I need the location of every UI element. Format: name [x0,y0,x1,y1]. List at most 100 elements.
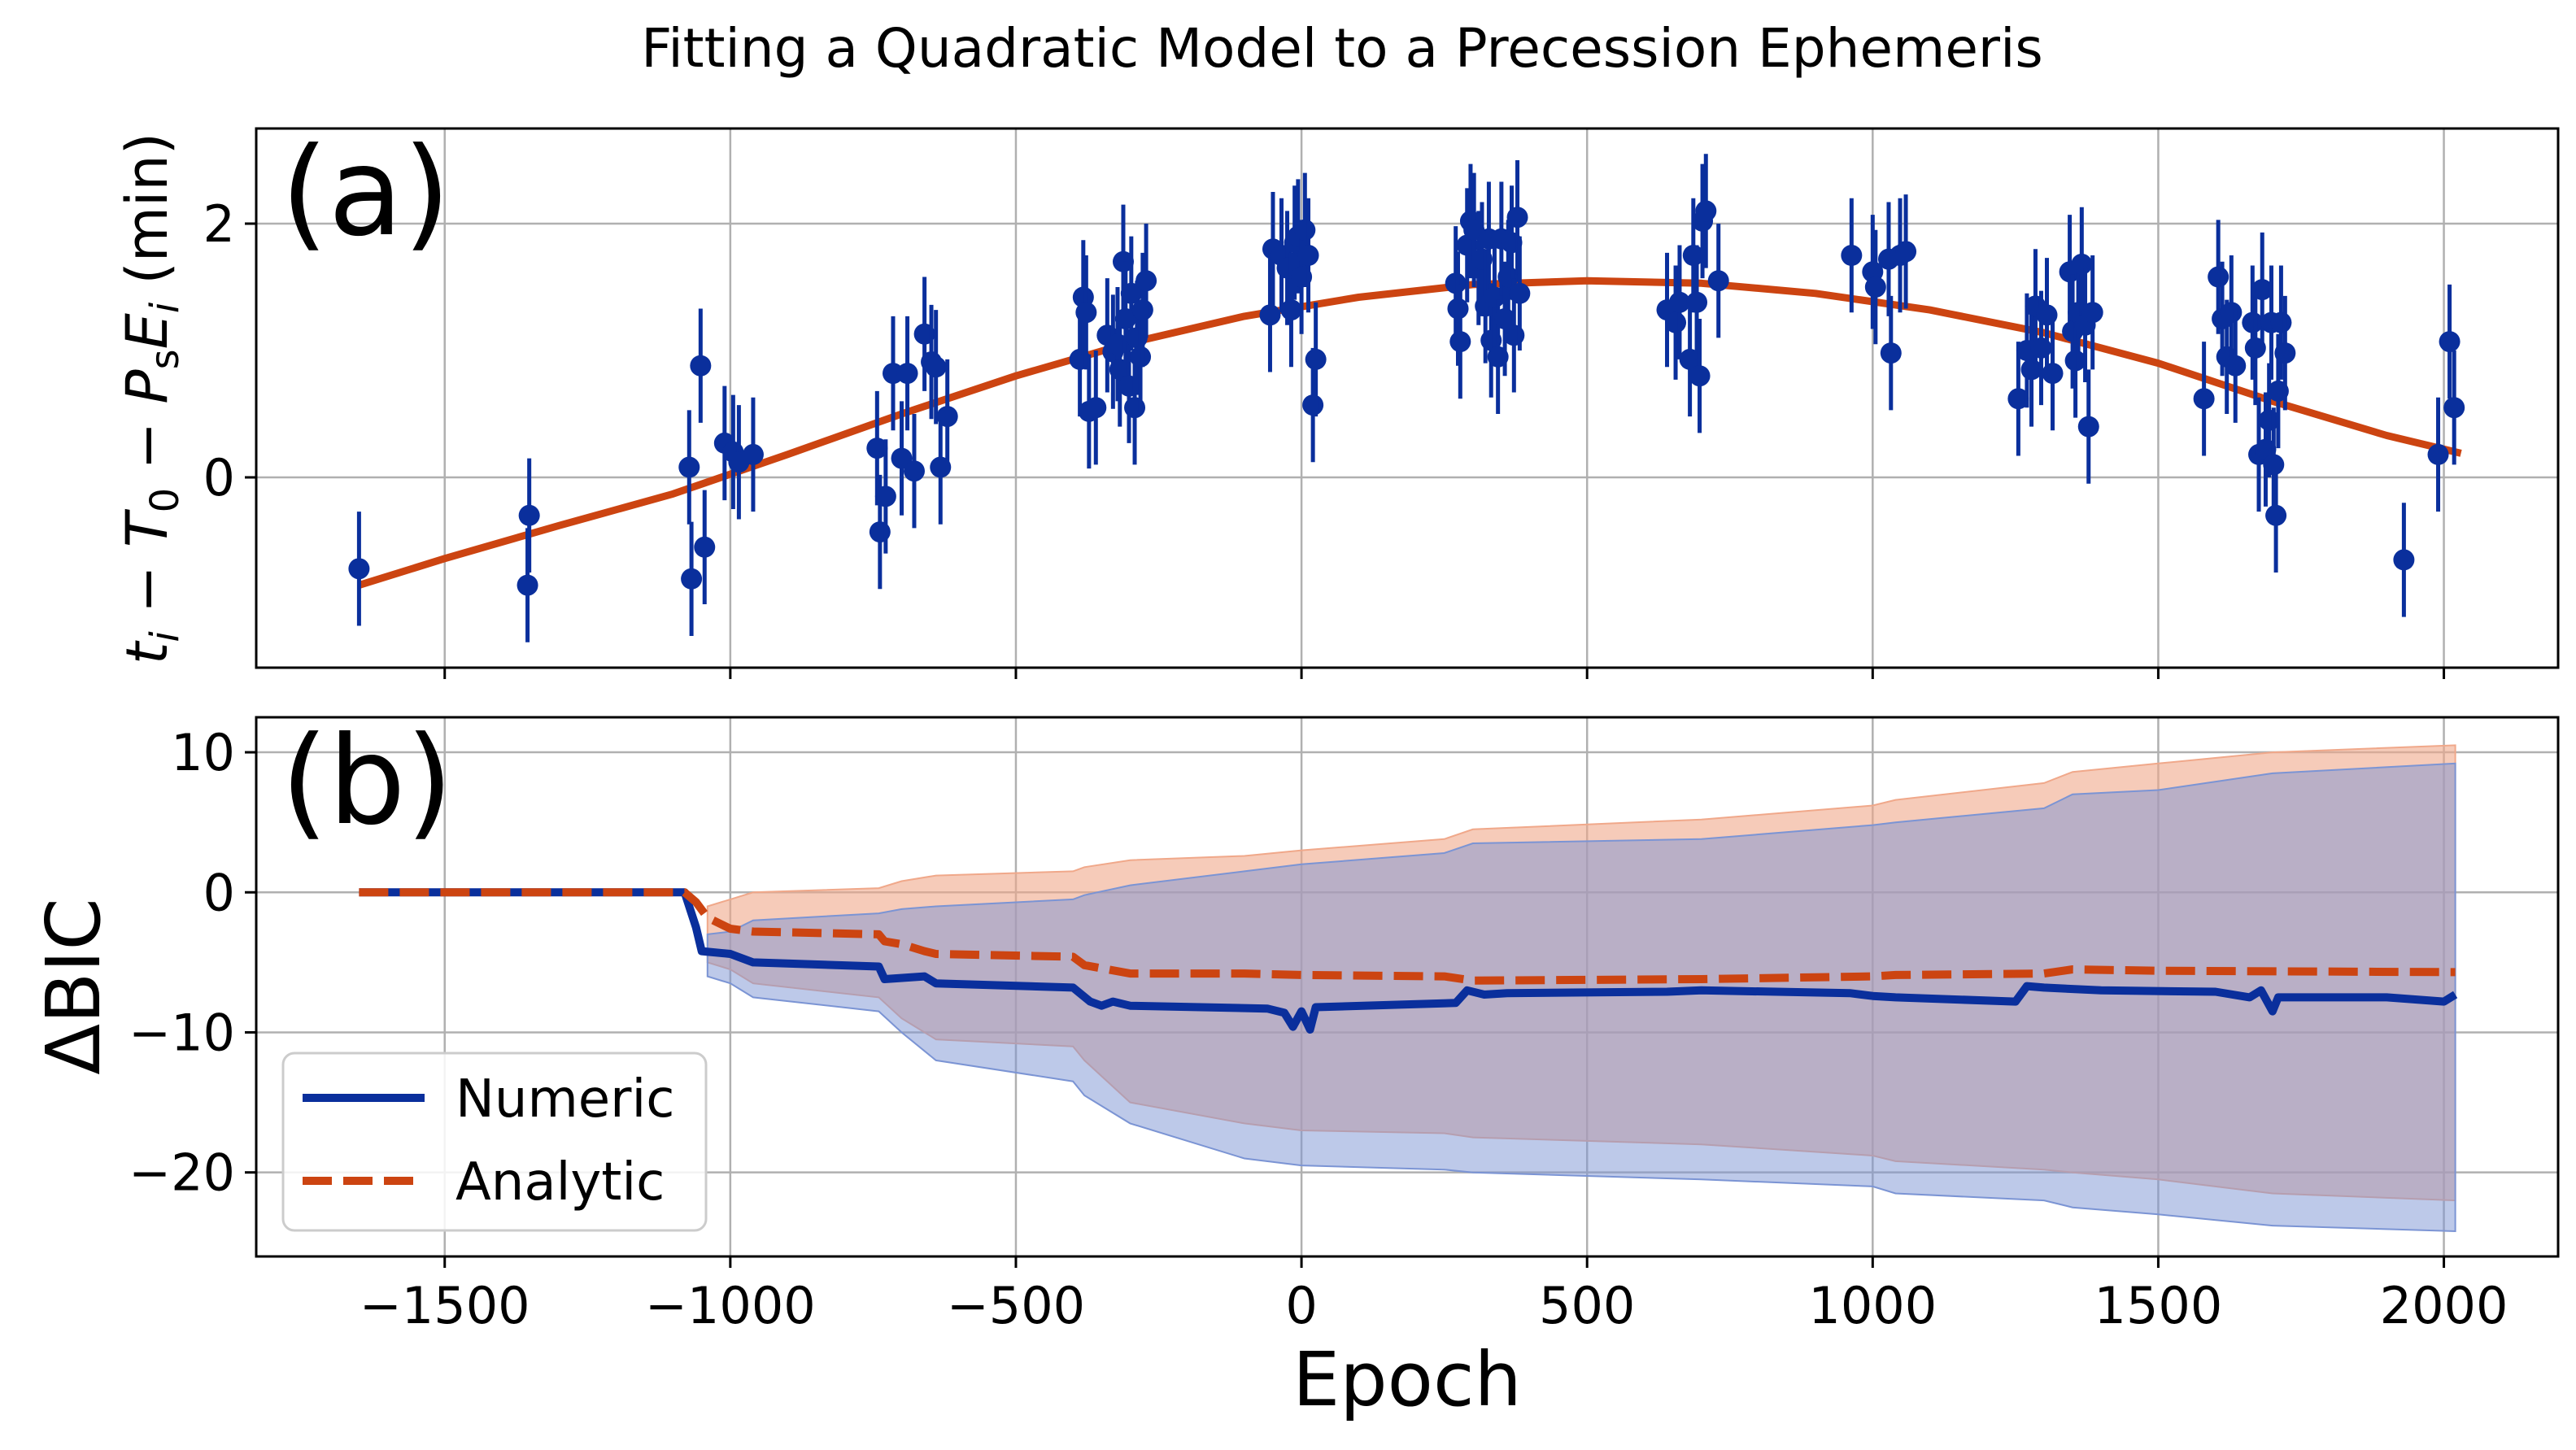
panel-a-point [1112,250,1134,272]
panel-a-point [2071,253,2093,275]
panel-a-point [694,536,716,558]
panel-a-point [1085,397,1107,419]
panel-a-points-layer [348,154,2465,642]
numeric-uncertainty-band [706,762,2456,1233]
panel-a-point [2064,350,2086,372]
panel-a-point [2077,416,2099,438]
analytic-series-line [359,888,2456,985]
panel-b-bands-layer [706,744,2456,1233]
panel-a-point [1302,394,1324,416]
panel-a-point [517,574,538,596]
panel-a-point [1131,299,1153,321]
panel-a-ylabel-text: ti − T0 − PsEi (min) [114,133,188,664]
panel-a-point [1695,200,1717,222]
panel-a-ytick-label: 0 [203,448,235,507]
panel-a-point [2225,355,2247,377]
panel-b-xtick-label: 1000 [1808,1276,1937,1335]
panel-a-point [1686,291,1708,313]
panel-a-point [2242,311,2264,333]
panel-b-ytick-label: 0 [203,863,235,922]
panel-a: 02 (a) ti − T0 − PsEi (min) [114,122,2560,679]
panel-a-point [1259,304,1281,326]
panel-a-frame [255,127,2560,669]
panel-a-fit-curve [358,277,2462,589]
panel-b-xtick-label: 1500 [2094,1276,2223,1335]
panel-b-xtick-label: 0 [1285,1276,1317,1335]
panel-a-point [1447,298,1469,320]
panel-b-xtick-label: 2000 [2380,1276,2508,1335]
panel-a-point [681,568,703,590]
panel-a-point [936,406,958,428]
panel-a-point [1445,272,1467,294]
panel-a-point [1895,241,1917,263]
panel-a-point [2193,388,2215,410]
panel-b-frame [255,716,2560,1258]
panel-b-xtick-label: −500 [947,1276,1085,1335]
panel-a-point [2263,454,2285,476]
panel-a-point [925,356,947,378]
panel-b-label: (b) [281,711,453,852]
panel-a-point [1106,333,1128,355]
panel-a-point [1509,282,1531,304]
panel-b-xtick-label: −1500 [360,1276,530,1335]
panel-a-point [1297,245,1319,266]
panel-a-ticks: 02 [203,194,2446,679]
panel-a-point [348,558,370,580]
panel-a-point [690,355,712,377]
panel-a-point [518,504,540,526]
panel-b-xlabel: Epoch [1292,1336,1522,1423]
panel-b-ticks: −1500 −1000 −500 0 500 1000 1500 2000 10 0 −10 −20 [129,723,2508,1335]
panel-a-point [2081,302,2103,324]
panel-a-point [1135,270,1157,292]
panel-a-point [1506,207,1528,229]
panel-a-point [2439,331,2460,353]
panel-a-point [866,438,888,459]
panel-a-point [1075,302,1097,324]
panel-a-point [2208,266,2229,288]
panel-a-point [1665,311,1687,333]
panel-a-point [1294,219,1316,241]
figure-title: Fitting a Quadratic Model to a Precessio… [641,17,2043,80]
panel-b-xtick-label: 500 [1539,1276,1635,1335]
panel-a-point [1305,348,1327,370]
panel-a-point [2221,302,2243,324]
panel-a-point [1689,365,1711,387]
panel-a-point [2427,443,2449,465]
panel-a-point [903,460,925,482]
panel-a-point [1864,277,1886,298]
panel-b-ytick-label: −10 [129,1003,235,1062]
panel-b: −1500 −1000 −500 0 500 1000 1500 2000100−10−20 … [30,711,2560,1423]
panel-a-point [2274,342,2296,364]
panel-a-point [1668,291,1690,313]
panel-a-point [1707,270,1729,292]
panel-a-label: (a) [281,122,451,263]
panel-a-point [1130,346,1152,368]
legend-numeric-label: Numeric [455,1069,674,1130]
panel-a-point [2443,397,2465,419]
panel-b-ytick-label: −20 [129,1143,235,1203]
panel-a-point [874,486,896,507]
legend-analytic-label: Analytic [455,1152,665,1213]
panel-a-point [2020,359,2042,381]
panel-b-ytick-label: 10 [171,723,235,782]
legend: Numeric Analytic [281,1052,708,1232]
panel-a-point [1880,342,1902,364]
panel-a-point [2251,279,2273,301]
panel-a-ytick-label: 2 [203,194,235,254]
panel-a-fit-layer [358,277,2462,589]
panel-b-lines-layer [359,888,2458,1034]
panel-a-ylabel: ti − T0 − PsEi (min) [114,133,188,664]
panel-a-point [2393,549,2415,571]
panel-a-point [678,456,700,478]
panel-b-xtick-label: −1000 [645,1276,816,1335]
panel-a-point [742,443,764,465]
panel-a-point [1280,299,1302,321]
panel-a-point [2007,388,2029,410]
panel-a-point [2042,363,2064,385]
panel-a-point [1449,331,1471,353]
panel-a-point [2265,504,2287,526]
panel-a-point [2270,311,2292,333]
numeric-series-line [359,888,2458,1034]
panel-a-point [1841,245,1863,266]
